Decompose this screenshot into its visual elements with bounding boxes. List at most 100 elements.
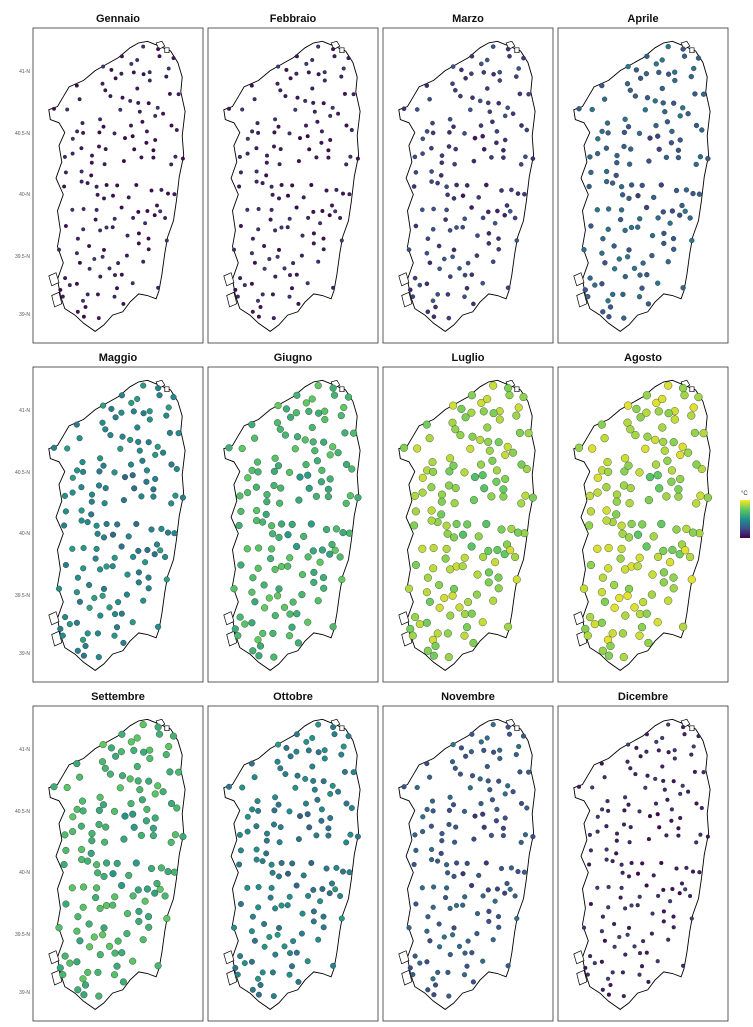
station-point [599, 761, 604, 766]
station-point [460, 468, 469, 477]
station-point [653, 122, 659, 129]
station-point [348, 465, 356, 473]
station-point [664, 381, 673, 390]
station-point [236, 492, 244, 500]
station-point [612, 490, 622, 499]
station-point [624, 584, 634, 593]
station-point [302, 399, 310, 407]
station-point [112, 294, 117, 299]
station-point [496, 924, 502, 930]
map-panel: Novembre [382, 691, 554, 1022]
station-point [293, 882, 300, 889]
station-point [619, 862, 624, 867]
station-point [318, 546, 326, 554]
station-point [250, 236, 255, 241]
station-point [477, 398, 486, 407]
station-point [450, 499, 459, 508]
station-point [84, 519, 91, 526]
station-point [472, 590, 481, 599]
station-point [133, 520, 140, 528]
station-point [270, 653, 278, 661]
station-point [171, 831, 179, 839]
station-point [249, 281, 254, 286]
station-point [660, 446, 669, 455]
island-outline [339, 47, 345, 54]
station-point [614, 160, 620, 166]
station-point [450, 81, 455, 86]
station-point [675, 147, 682, 153]
station-point [120, 497, 127, 504]
station-point [130, 134, 135, 139]
station-point [492, 220, 498, 226]
station-point [233, 287, 238, 292]
station-point [494, 886, 500, 892]
station-point [134, 777, 142, 785]
station-point [115, 599, 122, 606]
station-point [484, 735, 490, 741]
station-point [293, 731, 300, 738]
station-point [109, 901, 117, 909]
station-point [132, 147, 137, 152]
station-point [692, 460, 701, 469]
station-point [328, 137, 333, 143]
station-point [500, 833, 506, 839]
station-point [619, 192, 626, 198]
station-point [637, 951, 643, 956]
station-point [447, 905, 453, 911]
station-point [287, 216, 292, 221]
station-point [128, 98, 133, 103]
station-point [614, 831, 620, 836]
station-point [268, 545, 276, 553]
station-point [331, 47, 336, 52]
station-point [295, 836, 302, 843]
station-point [689, 752, 694, 757]
station-point [417, 282, 423, 288]
station-point [659, 568, 668, 577]
station-point [697, 154, 704, 160]
station-point [293, 391, 301, 399]
station-point [447, 228, 453, 233]
station-point [135, 907, 143, 915]
station-point [471, 836, 477, 842]
station-point [593, 488, 602, 497]
station-point [287, 753, 294, 760]
station-point [447, 794, 453, 800]
station-point [602, 516, 611, 525]
station-point [276, 196, 282, 201]
station-point [134, 886, 142, 894]
station-point [276, 924, 282, 931]
station-point [167, 799, 176, 808]
station-point [264, 830, 270, 837]
station-point [433, 629, 442, 638]
station-point [112, 414, 119, 421]
station-point [163, 914, 171, 923]
station-point [461, 808, 468, 814]
station-point [100, 402, 107, 409]
station-point [341, 768, 348, 775]
station-point [674, 492, 683, 501]
station-point [74, 574, 81, 581]
station-point [594, 207, 600, 213]
station-point [67, 283, 72, 288]
station-point [301, 195, 306, 200]
station-point [102, 901, 111, 910]
station-point [643, 71, 650, 77]
station-point [443, 217, 448, 222]
station-point [450, 254, 455, 260]
station-point [597, 588, 606, 597]
station-point [639, 964, 645, 969]
latitude-tick-label: 41-N [19, 69, 30, 75]
station-point [344, 162, 349, 167]
station-point [253, 517, 261, 525]
station-point [127, 738, 135, 746]
station-point [332, 525, 340, 533]
station-point [508, 865, 514, 871]
station-point [489, 155, 494, 160]
station-point [52, 106, 56, 111]
station-point [81, 314, 86, 319]
station-point [84, 968, 92, 976]
station-point [326, 550, 334, 558]
station-point [617, 216, 624, 223]
station-point [113, 859, 121, 867]
